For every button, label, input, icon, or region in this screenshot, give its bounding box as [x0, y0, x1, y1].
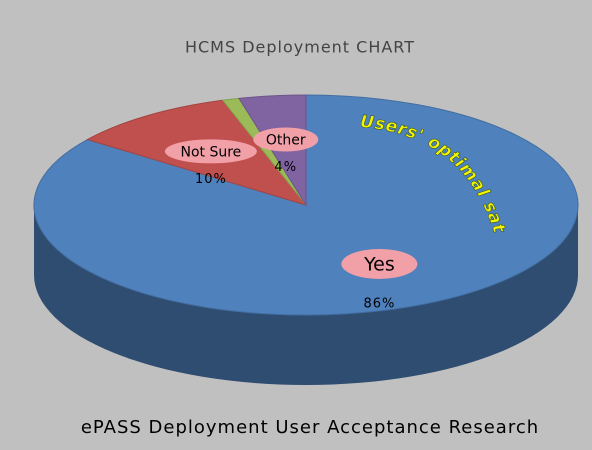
value-label: 4% [274, 160, 297, 175]
category-label: Other [266, 133, 306, 149]
pie: Yes 86% Not Sure 10% Other 4% [33, 94, 579, 385]
category-label: Yes [363, 253, 395, 275]
label-pill [164, 139, 257, 164]
chart-title: HCMS Deployment CHART [185, 38, 415, 57]
category-label: Not Sure [180, 144, 241, 160]
value-label: 10% [195, 172, 227, 187]
label-pill [341, 248, 418, 279]
chart-subtitle: ePASS Deployment User Acceptance Researc… [81, 417, 539, 438]
pie-side [34, 205, 578, 385]
value-label: 86% [363, 296, 395, 311]
label-pill [253, 127, 319, 152]
